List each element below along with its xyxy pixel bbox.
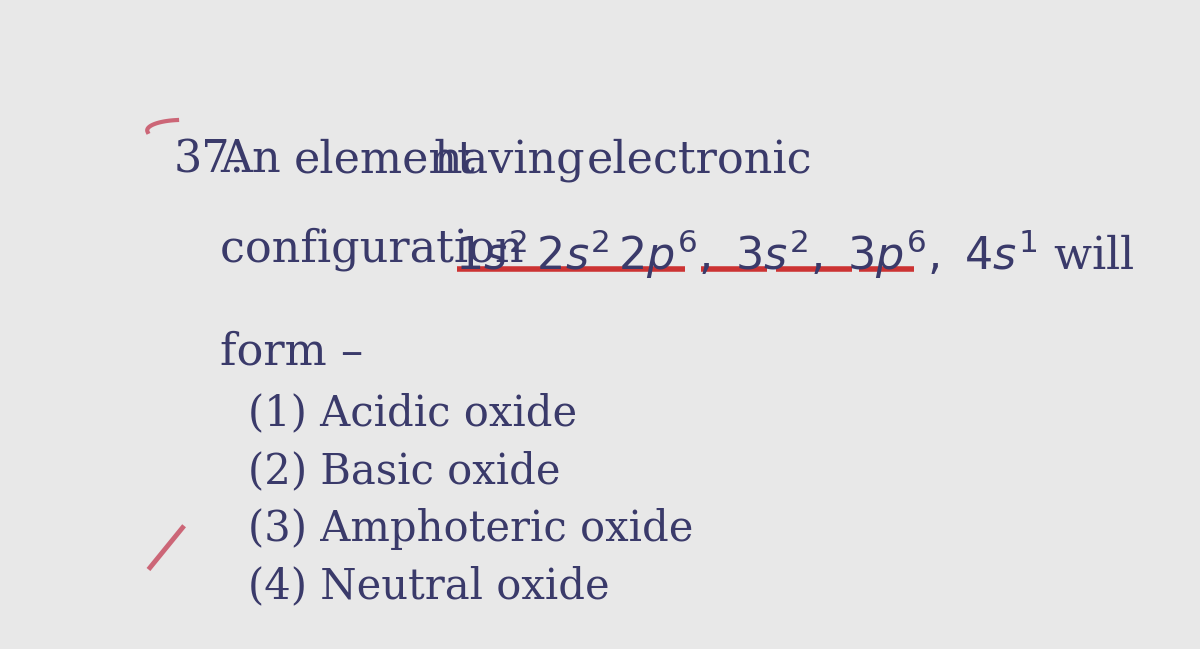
Text: configuration: configuration [220, 228, 538, 271]
Text: having: having [433, 138, 586, 182]
Text: (2) Basic oxide: (2) Basic oxide [247, 450, 560, 492]
Text: (3) Amphoteric oxide: (3) Amphoteric oxide [247, 508, 694, 550]
Text: $1s^2\,2s^2\,2p^6,\ 3s^2,\ 3p^6,\ 4s^1$ will: $1s^2\,2s^2\,2p^6,\ 3s^2,\ 3p^6,\ 4s^1$ … [455, 228, 1135, 282]
Text: (1) Acidic oxide: (1) Acidic oxide [247, 393, 577, 435]
Text: An: An [220, 138, 281, 181]
Text: form –: form – [220, 330, 364, 373]
Text: element: element [294, 138, 476, 181]
Text: 37.: 37. [173, 138, 244, 181]
Text: (4) Neutral oxide: (4) Neutral oxide [247, 565, 610, 607]
Text: electronic: electronic [587, 138, 812, 181]
